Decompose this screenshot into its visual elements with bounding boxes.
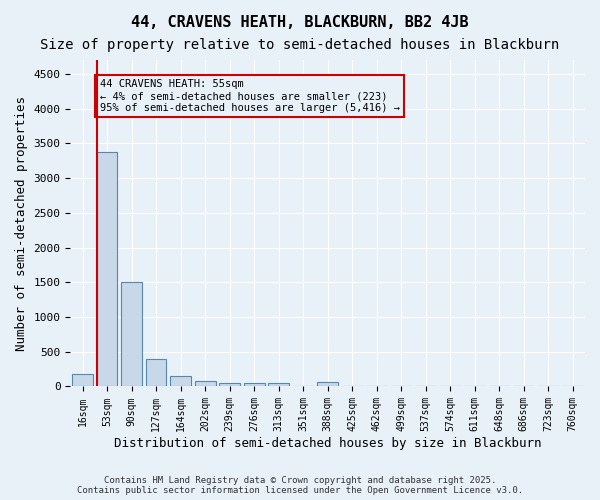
Text: 44 CRAVENS HEATH: 55sqm
← 4% of semi-detached houses are smaller (223)
95% of se: 44 CRAVENS HEATH: 55sqm ← 4% of semi-det… <box>100 80 400 112</box>
Bar <box>194 381 215 386</box>
Bar <box>97 152 118 386</box>
Bar <box>72 374 93 386</box>
Bar <box>121 282 142 387</box>
Text: 44, CRAVENS HEATH, BLACKBURN, BB2 4JB: 44, CRAVENS HEATH, BLACKBURN, BB2 4JB <box>131 15 469 30</box>
X-axis label: Distribution of semi-detached houses by size in Blackburn: Distribution of semi-detached houses by … <box>114 437 541 450</box>
Bar <box>146 360 166 386</box>
Text: Contains HM Land Registry data © Crown copyright and database right 2025.
Contai: Contains HM Land Registry data © Crown c… <box>77 476 523 495</box>
Bar <box>170 376 191 386</box>
Bar <box>244 383 265 386</box>
Y-axis label: Number of semi-detached properties: Number of semi-detached properties <box>15 96 28 350</box>
Text: Size of property relative to semi-detached houses in Blackburn: Size of property relative to semi-detach… <box>40 38 560 52</box>
Bar <box>219 383 240 386</box>
Bar <box>268 383 289 386</box>
Bar <box>317 382 338 386</box>
